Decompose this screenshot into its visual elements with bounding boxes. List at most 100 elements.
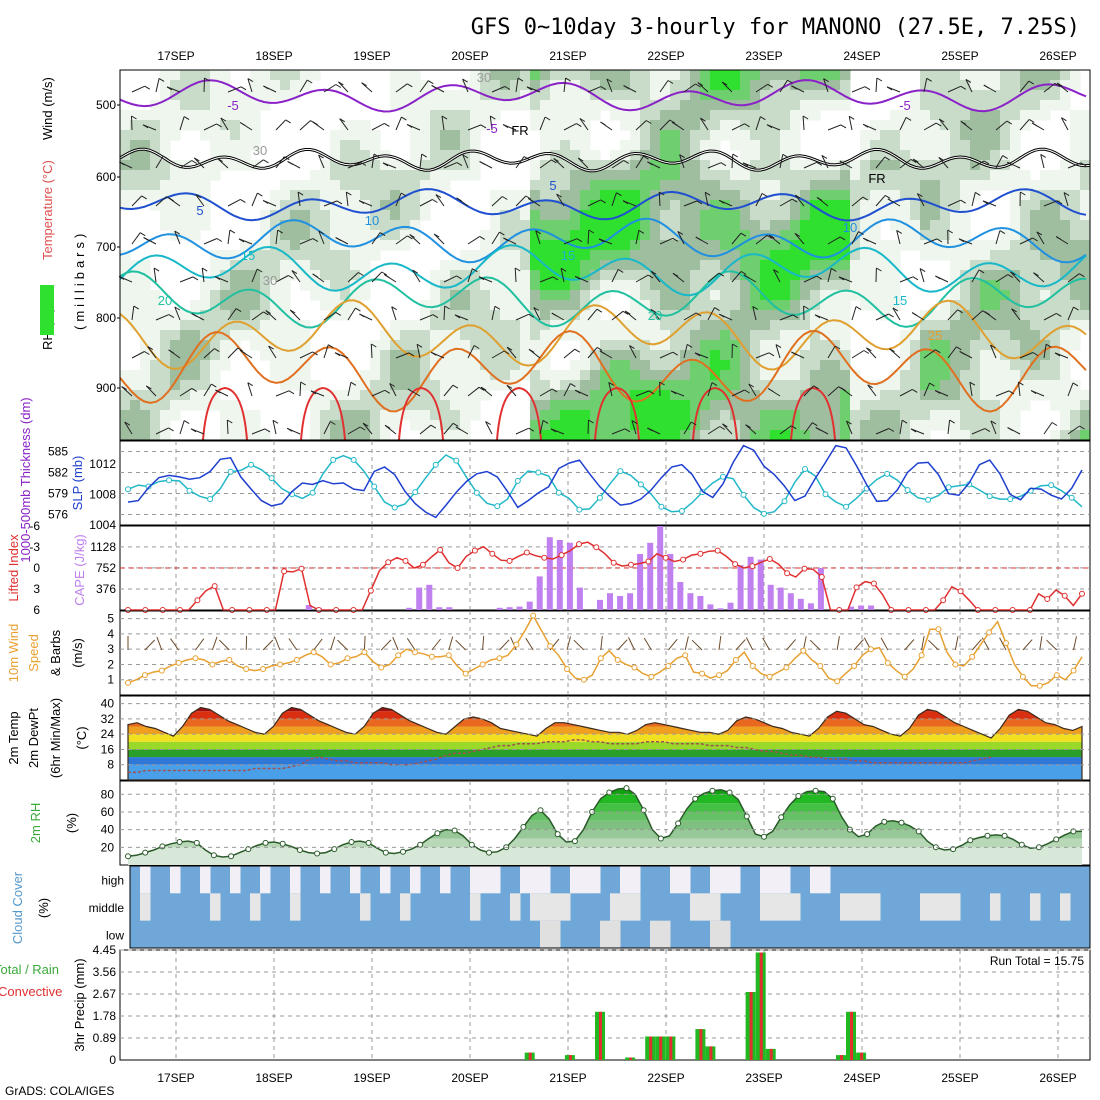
rh-shade-cell — [1080, 170, 1091, 181]
rh-shade-cell — [500, 260, 511, 271]
rh-shade-cell — [470, 410, 481, 421]
rh-shade-cell — [980, 320, 991, 331]
rh-shade-cell — [850, 240, 861, 251]
rh-shade-cell — [490, 90, 501, 101]
rh-shade-cell — [620, 220, 631, 231]
rh-shade-cell — [880, 240, 891, 251]
rh-shade-cell — [570, 290, 581, 301]
rh-shade-cell — [420, 420, 431, 431]
wind-barb-flag — [1006, 120, 1013, 125]
rh-shade-cell — [150, 170, 161, 181]
rh-shade-cell — [660, 210, 671, 221]
rh-shade-cell — [950, 290, 961, 301]
rh-shade-cell — [350, 260, 361, 271]
rh-shade-cell — [750, 150, 761, 161]
wind-speed-line-point — [648, 673, 655, 680]
rh-shade-cell — [810, 290, 821, 301]
rh-shade-cell — [410, 180, 421, 191]
rh-shade-cell — [590, 290, 601, 301]
rh-shade-cell — [910, 350, 921, 361]
rh-shade-cell — [920, 420, 931, 431]
rh-shade-cell — [780, 220, 791, 231]
rh-shade-cell — [610, 150, 621, 161]
rh-shade-cell — [830, 360, 841, 371]
rh-shade-cell — [960, 80, 971, 91]
wind-barb-flag — [672, 272, 679, 277]
rh-shade-cell — [580, 200, 591, 211]
rh-shade-cell — [900, 390, 911, 401]
rh-shade-cell — [940, 380, 951, 391]
pressure-unit-title: (millibars) — [72, 230, 87, 330]
wind-barb — [755, 193, 763, 207]
wind-barb — [659, 351, 674, 359]
rh-shade-cell — [280, 310, 291, 321]
lifted-line-point — [732, 561, 739, 568]
rh-shade-cell — [710, 290, 721, 301]
wind-barb — [506, 384, 517, 397]
rh-shade-cell — [290, 220, 301, 231]
rh-shade-cell — [310, 410, 321, 421]
rh-shade-cell — [140, 290, 151, 301]
rh-shade-cell — [910, 340, 921, 351]
rh-shade-cell — [1060, 180, 1071, 191]
rh-shade-cell — [760, 80, 771, 91]
rh-shade-cell — [350, 250, 361, 261]
wind-barb-flag — [139, 232, 146, 237]
rh-shade-cell — [150, 370, 161, 381]
rh-shade-cell — [980, 130, 991, 141]
wind-barb-flag — [506, 346, 513, 351]
temp-tick: 32 — [101, 712, 115, 726]
rh-shade-cell — [630, 230, 641, 241]
rh-shade-cell — [740, 280, 751, 291]
rh-shade-cell — [370, 200, 381, 211]
rh-shade-cell — [780, 280, 791, 291]
rh-shade-cell — [420, 370, 431, 381]
wind-barb-flag — [761, 192, 768, 197]
rh-shade-cell — [340, 130, 351, 141]
rh-shade-cell — [430, 170, 441, 181]
rh-shade-cell — [980, 340, 991, 351]
rh-shade-cell — [380, 410, 391, 421]
rh-shade-cell — [940, 190, 951, 201]
rh-shade-cell — [190, 200, 201, 211]
rh-shade-cell — [760, 410, 771, 421]
wind-speed-line-point — [1053, 672, 1060, 679]
rh-shade-cell — [480, 120, 491, 131]
rh-shade-cell — [720, 90, 731, 101]
wind-barb-flag — [1045, 343, 1052, 348]
rh-shade-cell — [250, 90, 261, 101]
wind-barb-10m — [628, 637, 635, 651]
rh-shade-cell — [680, 70, 691, 81]
wind-barb — [419, 424, 432, 435]
rh-shade-cell — [1070, 140, 1081, 151]
rh-shade-cell — [670, 100, 681, 111]
rh-shade-cell — [550, 130, 561, 141]
wind-barb-flag — [815, 426, 821, 431]
wind-barb-flag — [1031, 122, 1038, 127]
temperature-contour-hot — [594, 386, 640, 441]
rh-line-point — [761, 833, 767, 840]
wind-barb-flag — [983, 160, 990, 165]
wind-barb-flag — [478, 276, 485, 281]
rh-shade-cell — [540, 300, 551, 311]
rh-shade-cell — [410, 100, 421, 111]
wind-barb — [299, 79, 308, 93]
wind-barb — [563, 123, 577, 131]
wind-barb — [851, 196, 864, 207]
rh-shade-cell — [740, 130, 751, 141]
wind-barb-flag — [722, 423, 728, 428]
rh-shade-cell — [810, 80, 821, 91]
rh-shade-cell — [790, 170, 801, 181]
rh-shade-cell — [440, 400, 451, 411]
rh-shade-cell — [1030, 380, 1041, 391]
rh-shade-cell — [680, 430, 691, 441]
rh-shade-cell — [400, 160, 411, 171]
rh-shade-cell — [190, 70, 201, 81]
rh-shade-cell — [280, 210, 291, 221]
wind-barb — [371, 154, 375, 169]
contour-label: -5 — [227, 98, 239, 113]
rh-shade-cell — [810, 420, 821, 431]
rh-shade-cell — [870, 210, 881, 221]
rh-shade-cell — [690, 100, 701, 111]
wind-barb-flag — [696, 200, 703, 205]
